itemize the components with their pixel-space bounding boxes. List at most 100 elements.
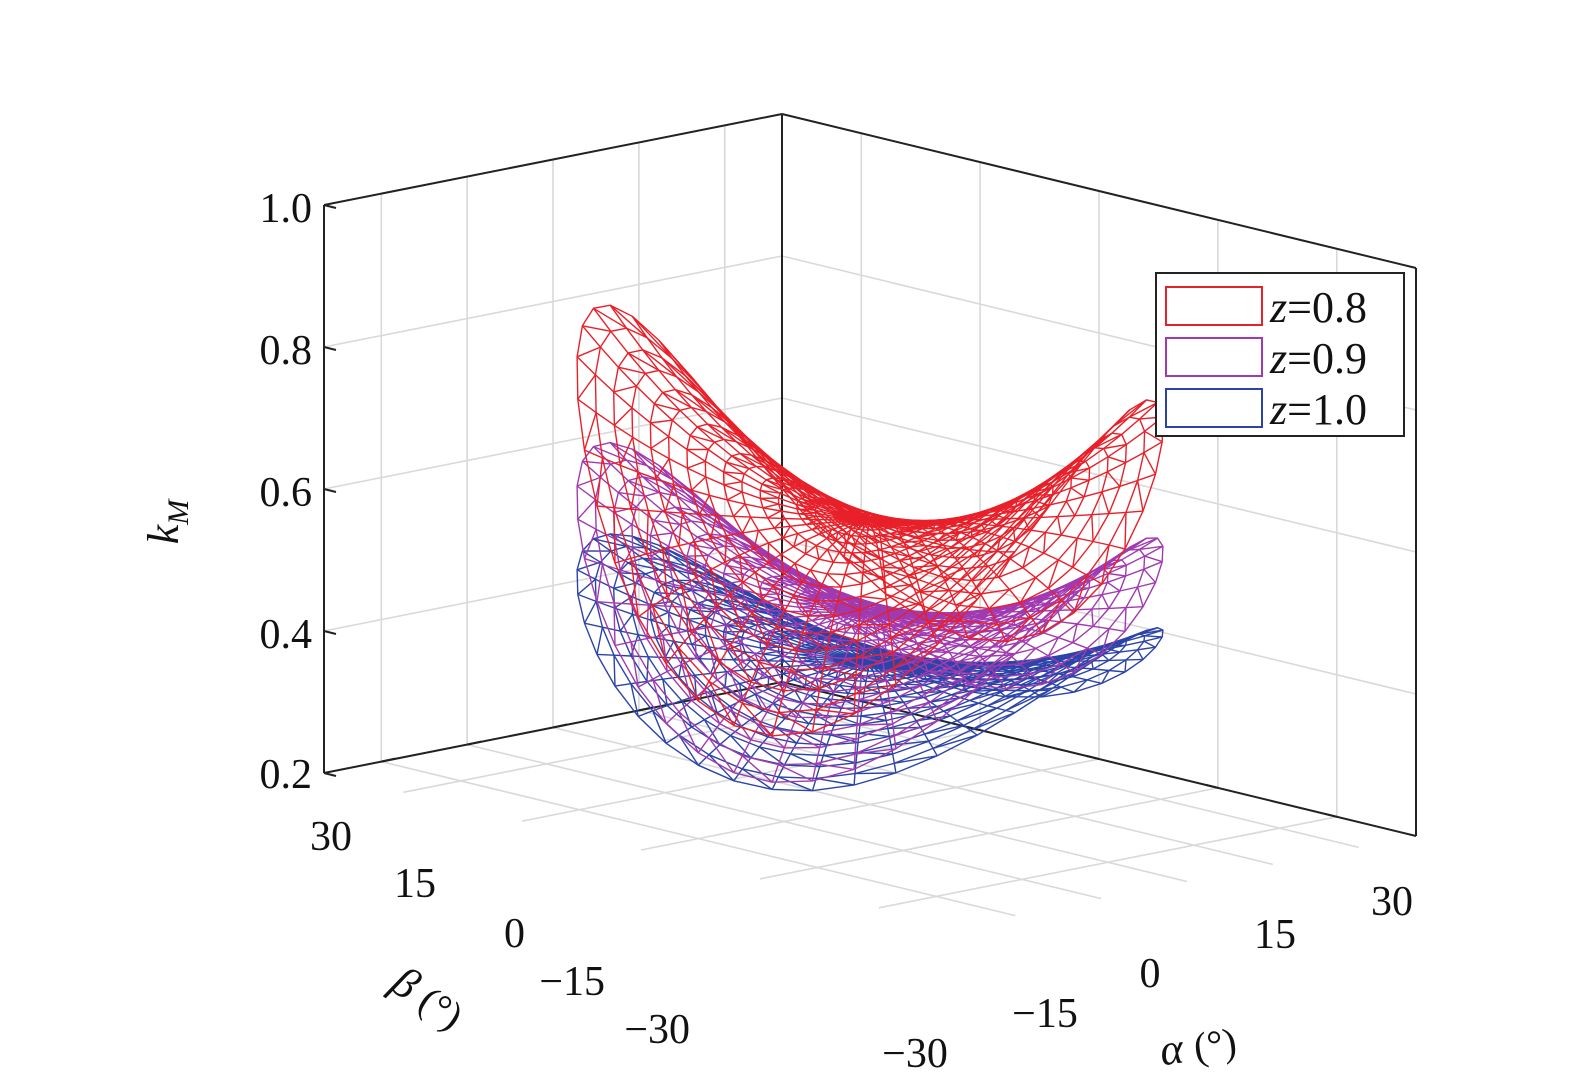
mesh-diagonal: [802, 732, 828, 746]
mesh-diagonal: [664, 640, 675, 658]
mesh-diagonal: [923, 613, 944, 617]
mesh-diagonal: [926, 526, 950, 534]
mesh-diagonal: [920, 523, 925, 529]
mesh-diagonal: [664, 484, 675, 513]
mesh-diagonal: [674, 506, 707, 524]
grid-line: [323, 255, 783, 348]
mesh-diagonal: [927, 670, 962, 674]
tick-mark: [1086, 755, 1100, 760]
mesh-diagonal: [1031, 593, 1054, 600]
mesh-diagonal: [780, 554, 785, 575]
mesh-diagonal: [650, 436, 670, 449]
mesh-diagonal: [815, 777, 855, 786]
mesh-diagonal: [848, 614, 858, 620]
mesh-diagonal: [970, 512, 1003, 533]
mesh-diagonal: [1113, 537, 1147, 559]
mesh-diagonal: [772, 665, 786, 686]
mesh-diagonal: [998, 558, 1011, 578]
mesh-diagonal: [613, 506, 637, 514]
mesh-diagonal: [733, 651, 746, 661]
mesh-diagonal: [877, 523, 896, 527]
mesh-diagonal: [609, 304, 648, 339]
mesh-diagonal: [876, 616, 889, 622]
mesh-diagonal: [631, 315, 673, 360]
mesh-diagonal: [1101, 628, 1110, 655]
mesh-diagonal: [751, 612, 769, 645]
mesh-diagonal: [883, 615, 900, 620]
mesh-diagonal: [802, 482, 833, 503]
mesh-diagonal: [662, 549, 668, 597]
mesh-diagonal: [754, 572, 764, 600]
mesh-diagonal: [871, 514, 875, 519]
mesh-diagonal: [858, 535, 867, 545]
mesh-diagonal: [948, 621, 976, 631]
mesh-diagonal: [1091, 609, 1094, 627]
mesh-diagonal: [593, 538, 627, 548]
mesh-diagonal: [833, 515, 852, 519]
x-tick-label: 30: [1371, 879, 1413, 925]
mesh-diagonal: [691, 509, 726, 531]
mesh-diagonal: [955, 593, 981, 606]
mesh-diagonal: [1072, 538, 1078, 568]
mesh-diagonal: [961, 513, 980, 518]
y-tick-label: 15: [394, 861, 436, 907]
mesh-diagonal: [970, 653, 1016, 684]
mesh-diagonal: [708, 754, 735, 782]
mesh-diagonal: [907, 566, 938, 577]
mesh-diagonal: [691, 394, 726, 423]
mesh-diagonal: [826, 620, 833, 629]
mesh-diagonal: [741, 702, 773, 737]
mesh-diagonal: [792, 595, 810, 617]
mesh-diagonal: [878, 616, 893, 621]
mesh-diagonal: [613, 523, 633, 540]
frame-edge: [323, 113, 783, 206]
mesh-diagonal: [739, 452, 767, 468]
y-axis-label: β (°): [382, 956, 471, 1039]
mesh-diagonal: [1022, 546, 1030, 568]
mesh-diagonal: [903, 527, 923, 531]
mesh-diagonal: [1005, 673, 1032, 690]
mesh-diagonal: [835, 531, 839, 542]
mesh-diagonal: [1136, 586, 1144, 607]
mesh-diagonal: [956, 551, 998, 584]
mesh-diagonal: [661, 357, 700, 393]
mesh-diagonal: [967, 623, 998, 639]
mesh-diagonal: [833, 605, 853, 611]
mesh-diagonal: [970, 679, 1002, 688]
mesh-diagonal: [662, 635, 668, 672]
mesh-diagonal: [988, 654, 1010, 667]
mesh-diagonal: [937, 533, 946, 541]
mesh-diagonal: [646, 510, 649, 554]
mesh-diagonal: [1101, 653, 1110, 661]
mesh-diagonal: [998, 604, 1017, 609]
mesh-diagonal: [724, 417, 771, 469]
mesh-diagonal: [1062, 649, 1098, 665]
mesh-diagonal: [943, 647, 979, 664]
mesh-diagonal: [806, 518, 820, 526]
mesh-diagonal: [830, 734, 859, 744]
mesh-diagonal: [893, 644, 938, 669]
mesh-diagonal: [833, 608, 852, 612]
mesh-diagonal: [1073, 575, 1088, 614]
mesh-diagonal: [618, 491, 646, 497]
mesh-diagonal: [926, 677, 950, 680]
mesh-diagonal: [1092, 409, 1131, 447]
mesh-diagonal: [894, 720, 938, 737]
mesh-diagonal: [969, 628, 1006, 648]
mesh-spoke: [869, 473, 1156, 522]
mesh-diagonal: [970, 551, 1016, 595]
grid-line: [323, 397, 783, 490]
mesh-diagonal: [1030, 605, 1041, 612]
mesh-diagonal: [711, 517, 747, 542]
mesh-diagonal: [729, 644, 752, 683]
mesh-diagonal: [840, 520, 855, 525]
mesh-diagonal: [1139, 545, 1163, 551]
mesh-diagonal: [924, 724, 964, 735]
mesh-diagonal: [613, 407, 633, 426]
mesh-diagonal: [905, 544, 926, 548]
mesh-diagonal: [760, 489, 781, 494]
mesh-diagonal: [824, 498, 844, 508]
mesh-diagonal: [708, 680, 735, 726]
mesh-diagonal: [1022, 668, 1030, 675]
mesh-diagonal: [908, 519, 914, 522]
